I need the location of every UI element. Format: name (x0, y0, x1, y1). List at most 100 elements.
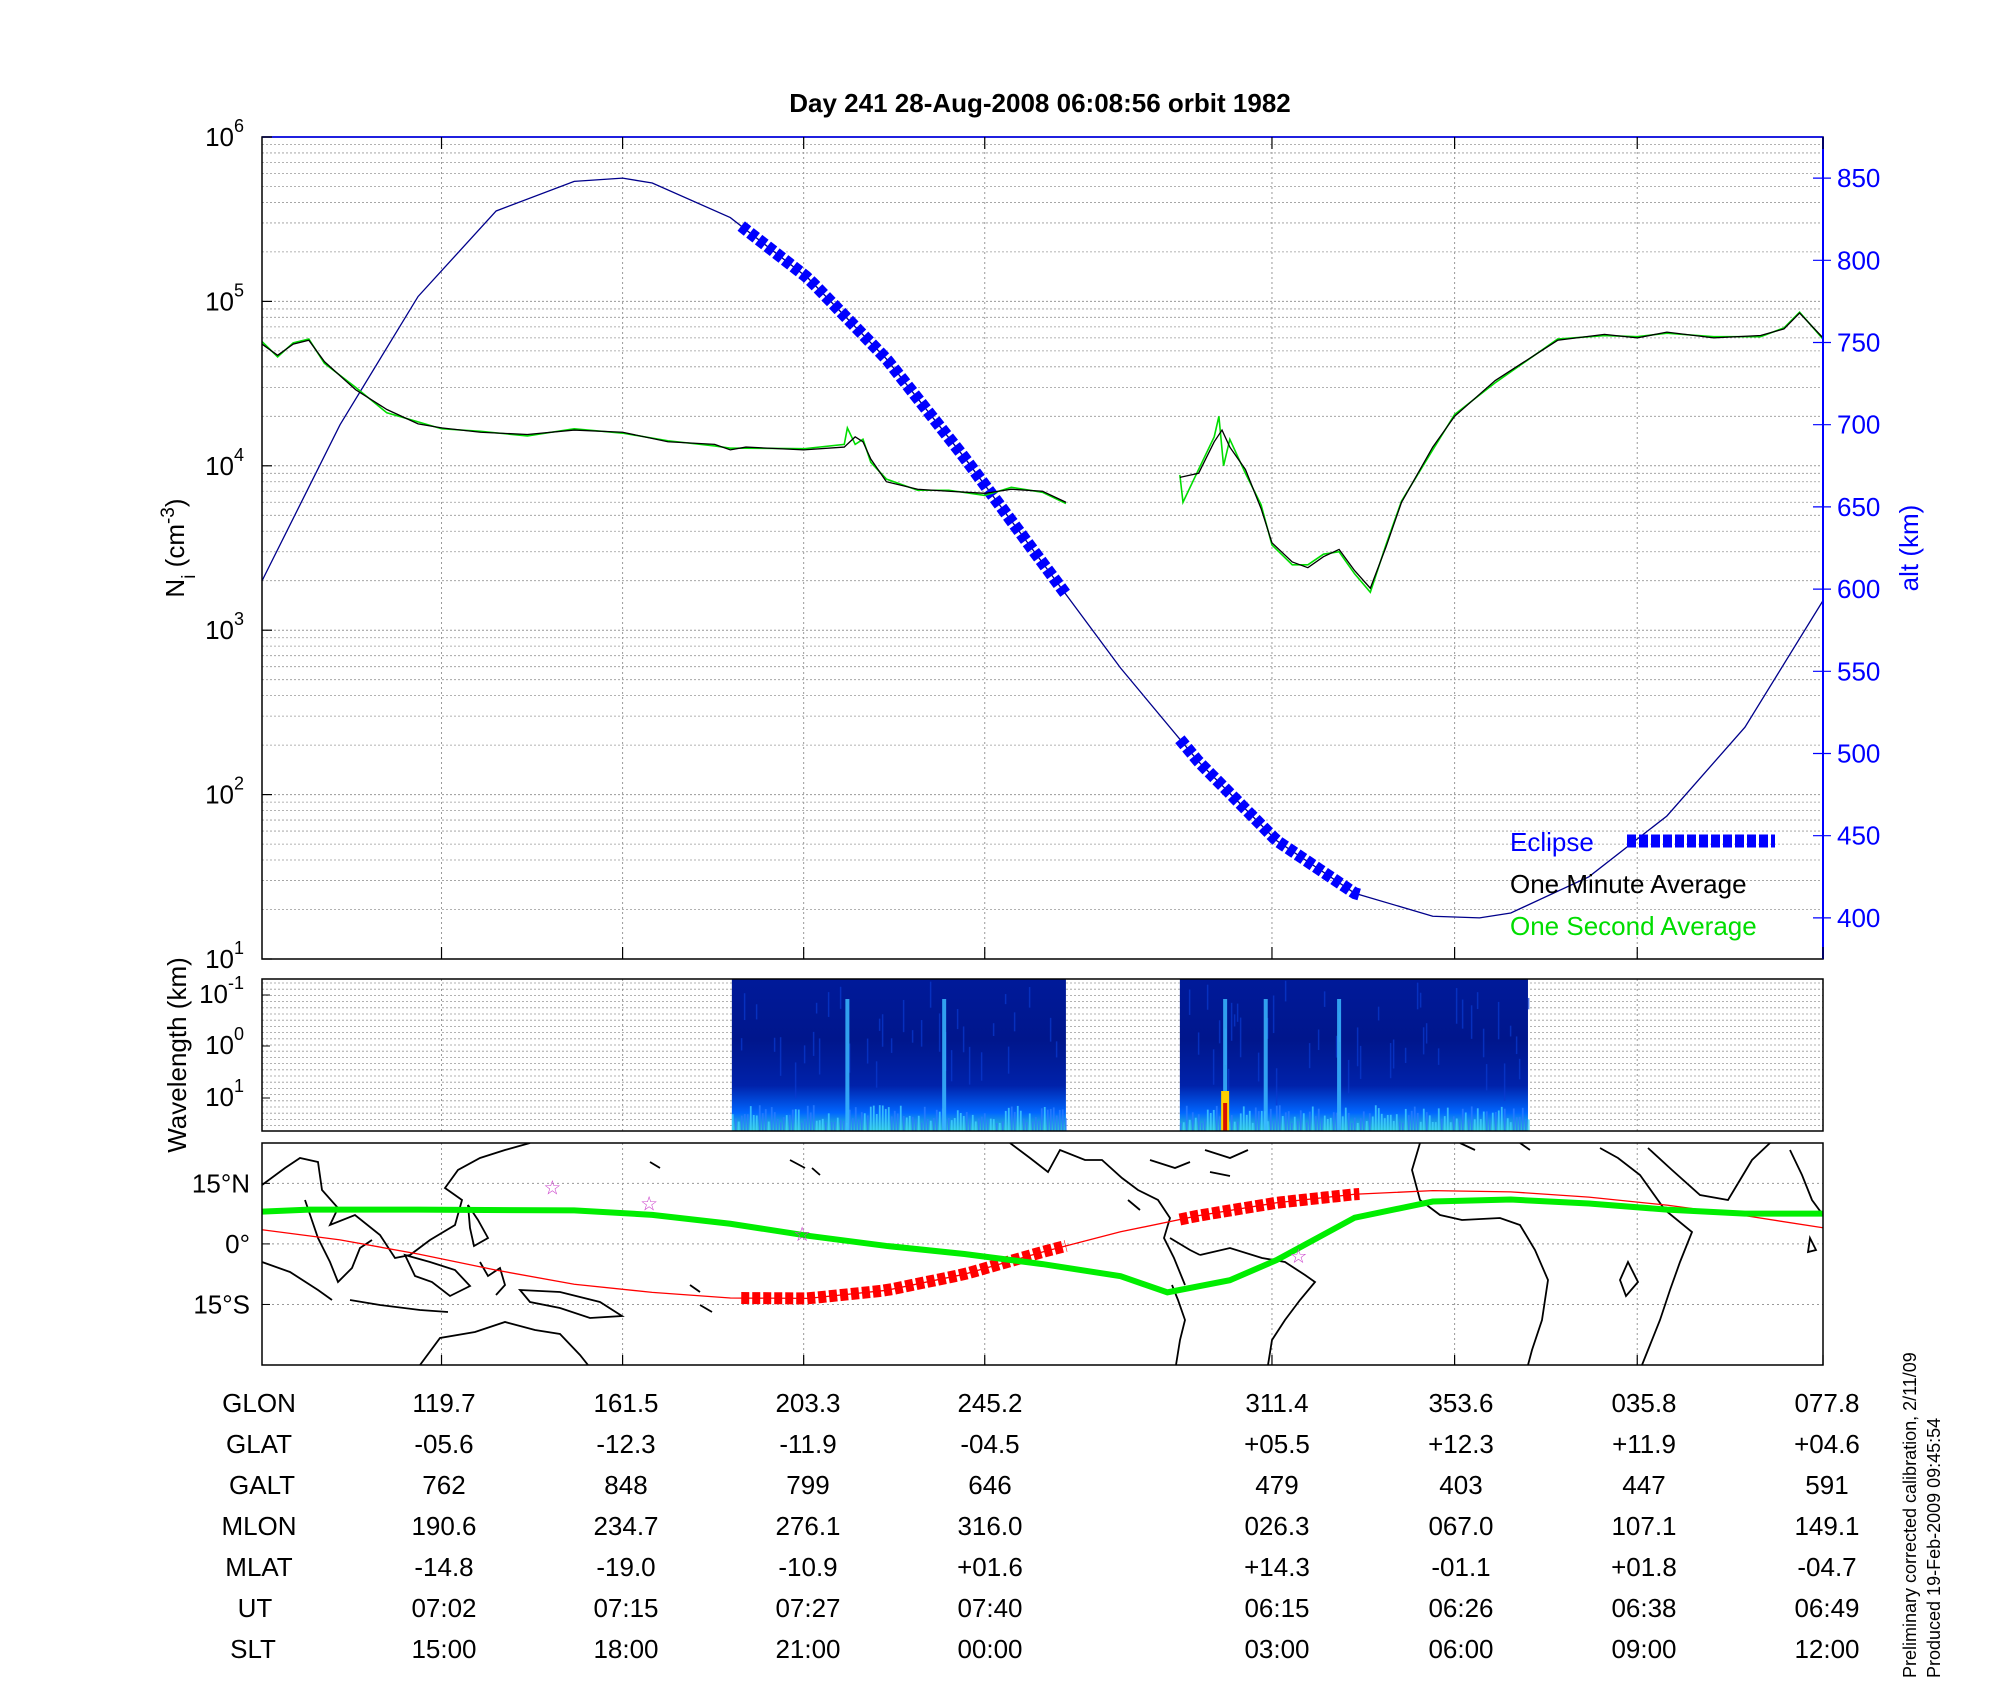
spectrogram-tick-exponent: -1 (228, 973, 244, 993)
spectrogram-stripe (932, 1117, 935, 1131)
table-cell: 234.7 (593, 1511, 658, 1541)
spectrogram-stripe (1359, 1118, 1362, 1131)
spectrogram-speck (1230, 1002, 1233, 1041)
spectrogram-stripe (1287, 1111, 1290, 1131)
density-tick-label: 105 (205, 280, 244, 316)
spectrogram-stripe (863, 1113, 866, 1131)
spectrogram-stripe (1323, 1115, 1326, 1131)
spectrogram-speck (839, 986, 842, 1009)
spectrogram-stripe (1395, 1114, 1398, 1131)
spectrogram-stripe (1383, 1118, 1386, 1131)
table-cell: 18:00 (593, 1634, 658, 1664)
one-second-series (261, 310, 1824, 594)
table-cell: 646 (968, 1470, 1011, 1500)
spectrogram-stripe (1230, 1115, 1233, 1131)
spectrogram-speck (1335, 1035, 1338, 1058)
spectrogram-stripe (872, 1105, 875, 1131)
spectrogram-stripe (1350, 1122, 1353, 1131)
spectrogram-stripe (914, 1120, 917, 1131)
spectrogram-stripe (1476, 1108, 1479, 1131)
spectrogram-stripe (992, 1119, 995, 1131)
one-minute-series (261, 312, 1824, 590)
spectrogram-stripe (962, 1115, 965, 1131)
spectrogram-speck (920, 1020, 923, 1047)
spectrogram-stripe (1215, 1105, 1218, 1131)
spectrogram-speck (1028, 987, 1031, 1008)
spectrogram-speck (1323, 991, 1326, 1007)
star-marker: ☆ (793, 1222, 811, 1246)
spectrogram-stripe (935, 1109, 938, 1131)
legend-eclipse-label: Eclipse (1510, 827, 1594, 857)
spectrogram-speck (848, 1043, 851, 1073)
spectrogram-speck (1416, 982, 1419, 1010)
spectrogram-peak (845, 999, 850, 1131)
spectrogram-stripe (1203, 1119, 1206, 1131)
spectrogram-stripe (1344, 1107, 1347, 1131)
spectrogram-stripe (854, 1107, 857, 1131)
spectrogram-stripe (1479, 1119, 1482, 1131)
spectrogram-y-label: Wavelength (km) (162, 957, 192, 1153)
spectrogram-stripe (1296, 1121, 1299, 1131)
spectrogram-stripe (1494, 1112, 1497, 1131)
spectrogram-stripe (1061, 1109, 1064, 1131)
spectrogram-speck (956, 1009, 959, 1030)
spectrogram-stripe (1058, 1109, 1061, 1131)
table-cell: -19.0 (596, 1552, 655, 1582)
spectrogram-stripe (800, 1122, 803, 1131)
spectrogram-stripe (1446, 1107, 1449, 1131)
spectrogram-stripe (917, 1115, 920, 1131)
spectrogram-speck (1359, 1045, 1362, 1079)
altitude-series (261, 177, 1824, 919)
star-marker: ☆ (640, 1192, 658, 1216)
spectrogram-stripe (1037, 1121, 1040, 1131)
spectrogram-stripe (1194, 1117, 1197, 1131)
spectrogram-stripe (1245, 1114, 1248, 1131)
table-cell: 316.0 (957, 1511, 1022, 1541)
table-cell: 203.3 (775, 1388, 840, 1418)
table-cell: 06:00 (1428, 1634, 1493, 1664)
spectrogram-stripe (884, 1108, 887, 1131)
spectrogram-speck (1461, 999, 1464, 1029)
spectrogram-blocks (731, 979, 1530, 1131)
spectrogram-stripe (746, 1114, 749, 1131)
table-cell: 403 (1439, 1470, 1482, 1500)
spectrogram-tick-exponent: 1 (234, 1076, 244, 1096)
coastline-sulawesi (479, 1261, 507, 1296)
table-cell: 06:49 (1794, 1593, 1859, 1623)
spectrogram-stripe (794, 1109, 797, 1131)
spectrogram-speck (1509, 1025, 1512, 1037)
table-cell: 06:15 (1244, 1593, 1309, 1623)
spectrogram-stripe (1260, 1110, 1263, 1131)
spectrogram-stripe (1347, 1112, 1350, 1131)
spectrogram-stripe (767, 1121, 770, 1131)
spectrogram-stripe (1284, 1112, 1287, 1131)
spectrogram-stripe (1464, 1112, 1467, 1131)
table-cell: 149.1 (1794, 1511, 1859, 1541)
spectrogram-speck (1272, 995, 1275, 1034)
map-tick-label: 15°S (193, 1289, 250, 1319)
spectrogram-stripe (836, 1117, 839, 1131)
table-cell: -05.6 (414, 1429, 473, 1459)
side-note-calibration: Preliminary corrected calibration, 2/11/… (1900, 1352, 1920, 1678)
spectrogram-stripe (1416, 1112, 1419, 1131)
density-tick-label: 104 (205, 445, 244, 481)
spectrogram-stripe (1269, 1108, 1272, 1131)
density-y-label: Ni (cm-3) (158, 498, 200, 597)
table-cell: 353.6 (1428, 1388, 1493, 1418)
spectrogram-stripe (1500, 1106, 1503, 1131)
spectrogram-speck (1197, 1032, 1200, 1055)
spectrogram-stripe (812, 1105, 815, 1131)
spectrogram-stripe (851, 1118, 854, 1131)
spectrogram-peak (1337, 999, 1342, 1131)
spectrogram-stripe (1482, 1111, 1485, 1131)
ephemeris-table: GLON GLAT GALT MLON MLAT UT SLT 119.7 -05.6 762 19… (221, 1388, 1859, 1664)
spectrogram-stripe (1290, 1122, 1293, 1131)
coastline-arabia (1647, 1143, 1771, 1201)
spectrogram-stripe (1281, 1116, 1284, 1131)
table-cell: 09:00 (1611, 1634, 1676, 1664)
spectrogram-speck (962, 1026, 965, 1053)
table-cell: +12.3 (1428, 1429, 1494, 1459)
spectrogram-stripe (848, 1109, 851, 1131)
table-cell: -04.5 (960, 1429, 1019, 1459)
table-cell: 107.1 (1611, 1511, 1676, 1541)
